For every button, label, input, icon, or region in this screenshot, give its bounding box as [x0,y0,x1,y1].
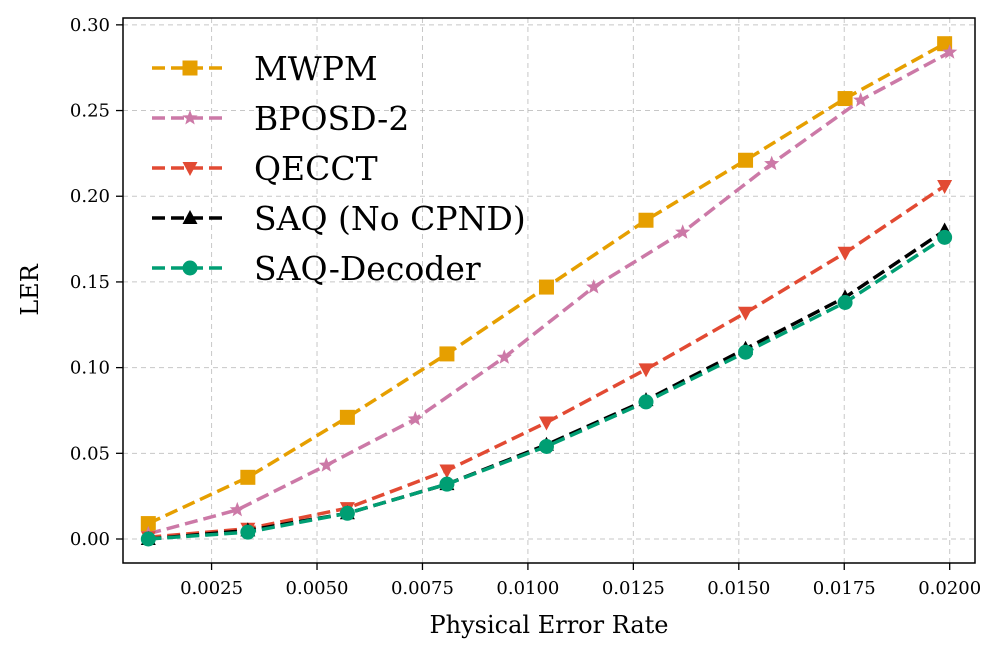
axis-ticks: 0.0025 0.0050 0.0075 0.0100 0.0125 0.0150 0.01… [70,15,981,599]
data-point-bposd-2 [764,155,780,171]
x-tick-label: 0.0150 [707,578,770,599]
x-tick-label: 0.0175 [813,578,876,599]
legend-marker-saq-no-cpnd [182,210,198,224]
data-point-bposd-2 [407,411,423,426]
data-point-bposd-2 [586,279,602,294]
data-point-qecct [538,416,554,431]
series-saq-decoder [140,229,953,547]
data-point-mwpm [638,212,654,228]
legend-entry-saq-no-cpnd: SAQ (No CPND) [152,199,526,238]
data-point-qecct [837,246,853,261]
series-mwpm [140,36,953,532]
data-point-qecct [638,363,654,378]
data-point-saq-decoder [837,294,853,310]
legend-label: SAQ-Decoder [254,249,481,288]
x-axis-label: Physical Error Rate [429,611,668,639]
data-point-mwpm [339,409,355,425]
data-point-mwpm [140,516,156,532]
legend-label: SAQ (No CPND) [254,199,526,238]
x-tick-label: 0.0025 [180,578,243,599]
data-point-saq-decoder [937,229,953,245]
legend-label: BPOSD-2 [254,99,409,138]
data-point-saq-decoder [738,344,754,360]
legend-entry-saq-decoder: SAQ-Decoder [152,249,481,288]
legend-label: QECCT [254,149,378,188]
data-point-bposd-2 [853,92,869,107]
data-point-bposd-2 [229,501,245,517]
x-tick-label: 0.0100 [496,578,559,599]
data-point-mwpm [937,36,953,52]
y-tick-label: 0.05 [70,443,110,464]
data-point-saq-decoder [538,438,554,454]
legend-marker-saq-decoder [182,260,198,276]
legend-marker-bposd-2 [182,110,198,125]
y-tick-label: 0.00 [70,529,110,550]
legend-entry-bposd-2: BPOSD-2 [152,99,409,138]
series-line-bposd-2 [147,50,951,536]
legend-entry-mwpm: MWPM [152,49,378,88]
x-tick-label: 0.0125 [602,578,665,599]
data-point-saq-decoder [140,531,156,547]
data-point-mwpm [738,152,754,168]
y-tick-label: 0.15 [70,272,110,293]
x-tick-label: 0.0075 [391,578,454,599]
legend: MWPM BPOSD-2 QECCT SAQ (No CPND) SAQ-Decoder [152,49,526,288]
data-point-bposd-2 [496,349,512,364]
data-point-qecct [439,464,455,479]
data-point-qecct [738,306,754,321]
data-point-mwpm [538,279,554,295]
data-point-mwpm [439,346,455,362]
plot-frame [122,17,976,564]
x-tick-label: 0.0050 [286,578,349,599]
data-point-saq-decoder [240,524,256,540]
series-group [140,36,958,547]
y-axis-label: LER [16,263,44,315]
y-tick-label: 0.25 [70,101,110,122]
data-point-mwpm [240,469,256,485]
data-point-qecct [937,179,953,194]
x-tick-label: 0.0200 [918,578,981,599]
y-tick-label: 0.20 [70,186,110,207]
legend-label: MWPM [254,49,378,88]
data-point-bposd-2 [942,44,958,59]
data-point-bposd-2 [318,457,334,472]
legend-marker-mwpm [182,60,198,76]
legend-marker-qecct [182,162,198,176]
legend-entry-qecct: QECCT [152,149,378,188]
y-tick-label: 0.30 [70,15,110,36]
data-point-saq-decoder [339,505,355,521]
y-tick-label: 0.10 [70,358,110,379]
data-point-saq-decoder [439,476,455,492]
data-point-mwpm [837,91,853,107]
data-point-bposd-2 [675,224,691,239]
data-point-saq-decoder [638,394,654,410]
